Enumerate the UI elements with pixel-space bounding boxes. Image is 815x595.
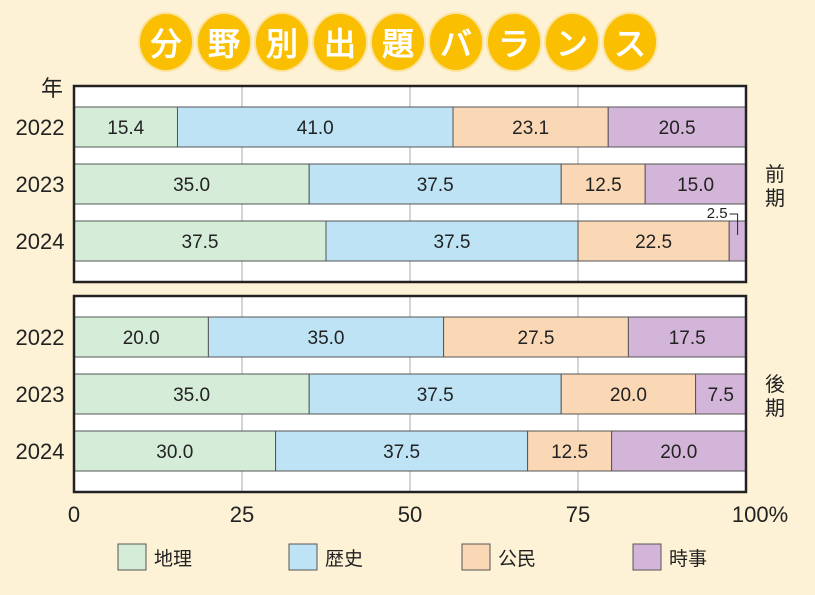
- data-label: 17.5: [669, 328, 706, 349]
- year-label: 2023: [16, 382, 65, 407]
- legend-label: 地理: [154, 548, 192, 570]
- bar-segment: [695, 373, 747, 415]
- data-label: 15.0: [677, 175, 714, 196]
- data-label: 35.0: [173, 175, 210, 196]
- title-char: バ: [430, 14, 482, 70]
- bar-segment: [452, 106, 609, 148]
- title-char: ラ: [488, 14, 540, 70]
- legend-swatch: [461, 543, 491, 571]
- legend-swatch: [117, 543, 147, 571]
- data-label: 35.0: [308, 328, 345, 349]
- bar-segment: [560, 163, 646, 205]
- data-label: 22.5: [635, 232, 672, 253]
- data-label: 2.5: [707, 205, 728, 222]
- x-tick-label: 0: [68, 502, 80, 527]
- data-label: 20.5: [659, 118, 696, 139]
- legend-swatch: [632, 543, 662, 571]
- data-label: 15.4: [107, 118, 144, 139]
- bar-segment: [627, 316, 747, 358]
- data-label: 20.0: [660, 442, 697, 463]
- title-char: 出: [314, 14, 366, 70]
- bar-segment: [73, 220, 327, 262]
- bar-segment: [577, 220, 730, 262]
- year-label: 2022: [16, 325, 65, 350]
- bar-segment: [73, 163, 310, 205]
- bar-segment: [73, 106, 178, 148]
- leader-line: [729, 213, 739, 235]
- data-label: 20.0: [610, 385, 647, 406]
- data-label: 27.5: [518, 328, 555, 349]
- bar-segment: [308, 163, 562, 205]
- data-label: 12.5: [551, 442, 588, 463]
- bar-segment: [611, 430, 747, 472]
- bar-segment: [607, 106, 747, 148]
- data-label: 7.5: [708, 385, 734, 406]
- title-char: 野: [198, 14, 250, 70]
- bar-segment: [176, 106, 454, 148]
- title-char: 分: [140, 14, 192, 70]
- y-axis-label: 年: [41, 76, 63, 101]
- bar-segment: [527, 430, 613, 472]
- period-label: 後: [765, 373, 785, 396]
- data-label: 37.5: [417, 385, 454, 406]
- bar-segment: [73, 373, 310, 415]
- legend-label: 歴史: [325, 548, 363, 570]
- data-label: 23.1: [512, 118, 549, 139]
- legend-swatch: [288, 543, 318, 571]
- x-tick-label: 100%: [732, 502, 788, 527]
- data-label: 12.5: [585, 175, 622, 196]
- x-tick-label: 25: [230, 502, 254, 527]
- year-label: 2022: [16, 115, 65, 140]
- legend-label: 公民: [498, 549, 536, 570]
- chart-title: 分野別出題バランス: [140, 14, 656, 70]
- title-char: ン: [546, 14, 598, 70]
- period-label: 前: [765, 163, 785, 186]
- year-label: 2024: [16, 229, 65, 254]
- data-label: 20.0: [123, 328, 160, 349]
- data-label: 37.5: [383, 442, 420, 463]
- bar-segment: [308, 373, 562, 415]
- bar-segment: [644, 163, 747, 205]
- x-tick-label: 50: [398, 502, 422, 527]
- data-label: 41.0: [297, 118, 334, 139]
- year-label: 2023: [16, 172, 65, 197]
- period-label: 期: [765, 398, 785, 420]
- year-label: 2024: [16, 439, 65, 464]
- panel-border: [72, 294, 748, 494]
- legend-label: 時事: [669, 548, 707, 570]
- title-char: ス: [604, 14, 656, 70]
- bar-segment: [73, 430, 277, 472]
- data-label: 37.5: [417, 175, 454, 196]
- data-label: 30.0: [156, 442, 193, 463]
- x-tick-label: 75: [566, 502, 590, 527]
- period-label: 期: [765, 188, 785, 210]
- data-label: 37.5: [434, 232, 471, 253]
- bar-segment: [443, 316, 629, 358]
- title-char: 題: [372, 14, 424, 70]
- panel-border: [72, 84, 748, 284]
- data-label: 37.5: [182, 232, 219, 253]
- title-char: 別: [256, 14, 308, 70]
- bar-segment: [325, 220, 579, 262]
- data-label: 35.0: [173, 385, 210, 406]
